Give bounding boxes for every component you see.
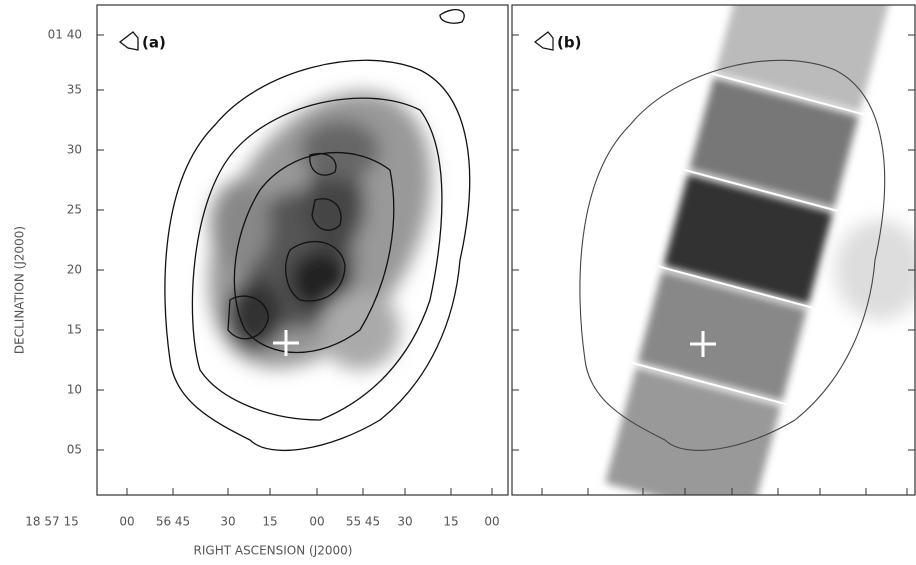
y-tick-label: 30 (67, 143, 82, 157)
contours (118, 9, 471, 451)
y-tick-label: 10 (67, 383, 82, 397)
x-tick-label: 00 (484, 515, 499, 529)
y-tick-label: 15 (67, 323, 82, 337)
x-tick-label: 18 57 15 (25, 515, 78, 529)
y-tick-label: 05 (67, 443, 82, 457)
y-axis-title: DECLINATION (J2000) (13, 226, 27, 354)
y-tick-label: 20 (67, 263, 82, 277)
x-tick-label: 55 45 (346, 515, 380, 529)
y-tick-label: 25 (67, 203, 82, 217)
x-tick-label: 15 (443, 515, 458, 529)
panel-a-frame (96, 4, 509, 496)
y-tick-label: 01 40 (48, 28, 82, 42)
panel-label: (a) (142, 34, 166, 52)
x-tick-label: 56 45 (156, 515, 190, 529)
x-tick-label: 00 (309, 515, 324, 529)
y-tick-label: 35 (67, 83, 82, 97)
x-tick-label: 00 (119, 515, 134, 529)
panel-label: (b) (557, 34, 581, 52)
x-tick-label: 30 (220, 515, 235, 529)
panel-b-frame (511, 4, 916, 496)
panel-a-image (118, 9, 471, 451)
panel-b-image (534, 5, 916, 495)
cross-marker (273, 330, 299, 356)
x-axis-title: RIGHT ASCENSION (J2000) (194, 544, 353, 558)
x-tick-label: 15 (262, 515, 277, 529)
x-tick-label: 30 (397, 515, 412, 529)
cross-marker (690, 331, 716, 357)
